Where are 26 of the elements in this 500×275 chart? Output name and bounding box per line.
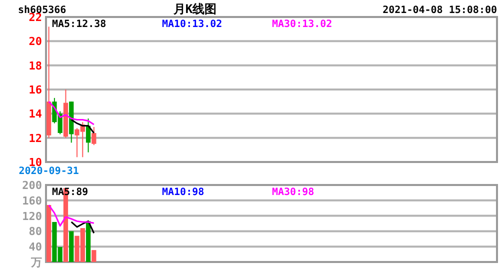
y-tick-label: 120 <box>22 210 42 223</box>
bar <box>92 250 96 262</box>
y-tick-label: 20 <box>28 35 42 48</box>
bar <box>69 231 74 262</box>
y-tick-label: 160 <box>22 194 42 208</box>
y-tick-label: 16 <box>28 84 42 96</box>
line-series <box>48 204 95 227</box>
bar <box>46 205 52 262</box>
candlestick <box>92 126 96 146</box>
y-tick-label: 万 <box>30 256 42 269</box>
x-tick-label: 2020-09-31 <box>18 166 79 177</box>
line-series <box>70 220 95 234</box>
y-tick-label: 18 <box>28 59 42 72</box>
chart-title: 月K线图 <box>172 2 217 16</box>
y-tick-label: 12 <box>28 132 42 145</box>
text: MA5:12.38 <box>52 19 106 30</box>
text: MA30:98 <box>272 187 314 198</box>
legend-label: MA10:98 <box>162 187 204 198</box>
y-tick-label: 14 <box>28 108 42 121</box>
bar <box>86 221 91 262</box>
legend-label: MA10:13.02 <box>162 19 222 30</box>
y-tick-label: 200 <box>22 179 42 192</box>
y-tick-label: 80 <box>28 225 42 238</box>
text: 2021-04-08 15:08:00 <box>382 5 497 16</box>
y-tick-label: 40 <box>28 240 42 254</box>
text: MA30:13.02 <box>272 19 332 30</box>
